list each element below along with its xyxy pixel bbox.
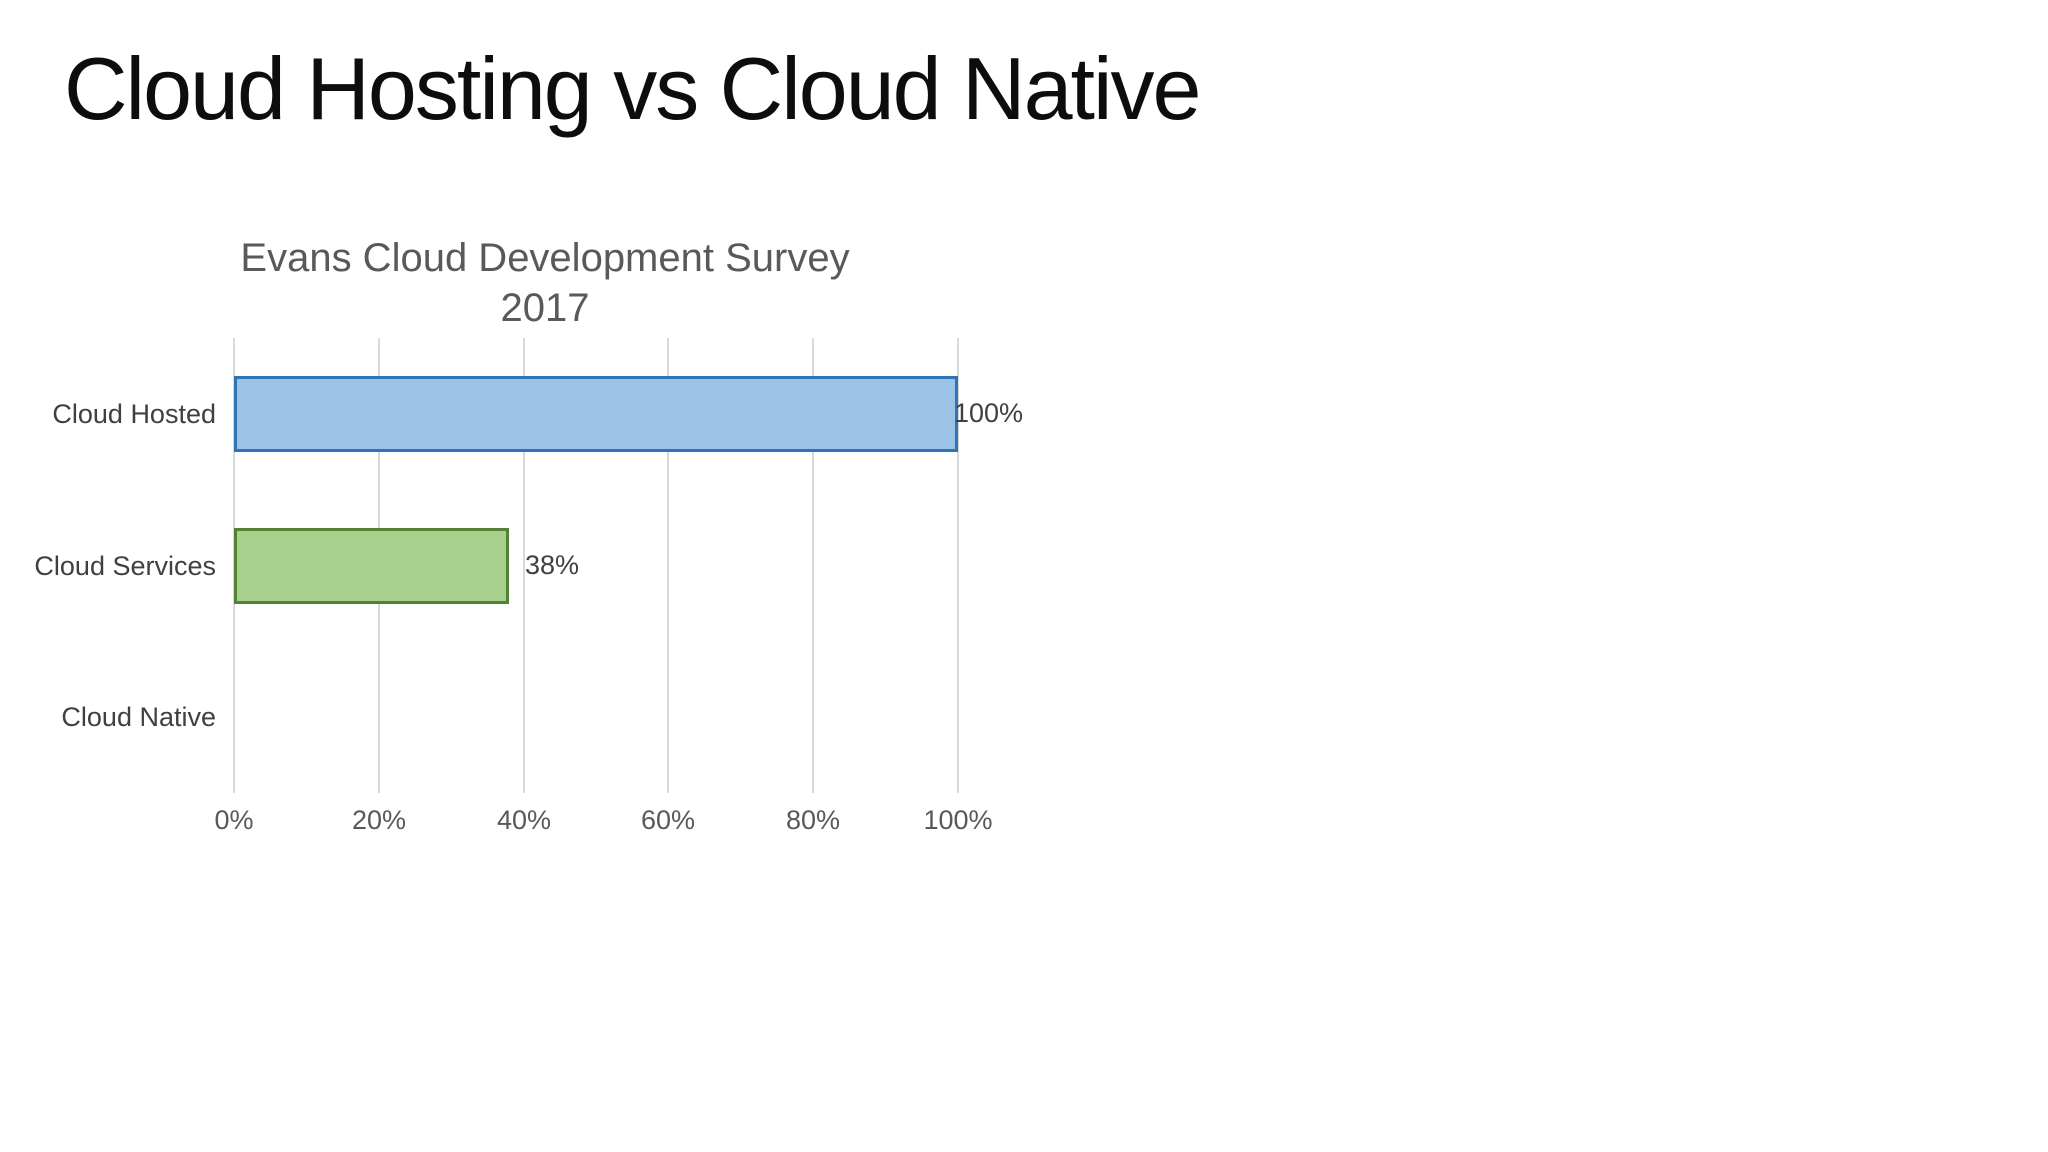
chart-title-line-1: Evans Cloud Development Survey	[240, 236, 850, 280]
category-label: Cloud Services	[34, 550, 216, 581]
gridline	[812, 338, 814, 793]
bar-value-label: 38%	[525, 550, 580, 580]
bar	[234, 528, 509, 604]
x-tick-label: 40%	[496, 805, 552, 835]
category-label: Cloud Hosted	[52, 398, 216, 429]
bar-row	[234, 641, 958, 793]
x-tick-label: 60%	[640, 805, 696, 835]
slide-title: Cloud Hosting vs Cloud Native	[64, 39, 1201, 138]
bar-row: 38%	[234, 490, 958, 642]
chart-title: Evans Cloud Development Survey 2017	[125, 233, 965, 333]
gridline	[957, 338, 959, 793]
x-tick-label: 0%	[214, 805, 254, 835]
x-tick-label: 80%	[785, 805, 841, 835]
gridline	[523, 338, 525, 793]
gridline	[667, 338, 669, 793]
category-label: Cloud Native	[61, 701, 216, 732]
chart-title-line-2: 2017	[500, 286, 590, 330]
plot-area: 100% 38%	[233, 338, 1023, 793]
bar-row: 100%	[234, 338, 1023, 490]
bar-value-label: 100%	[954, 398, 1024, 428]
bar	[234, 376, 958, 452]
x-tick-label: 100%	[923, 805, 993, 835]
x-tick-label: 20%	[351, 805, 407, 835]
